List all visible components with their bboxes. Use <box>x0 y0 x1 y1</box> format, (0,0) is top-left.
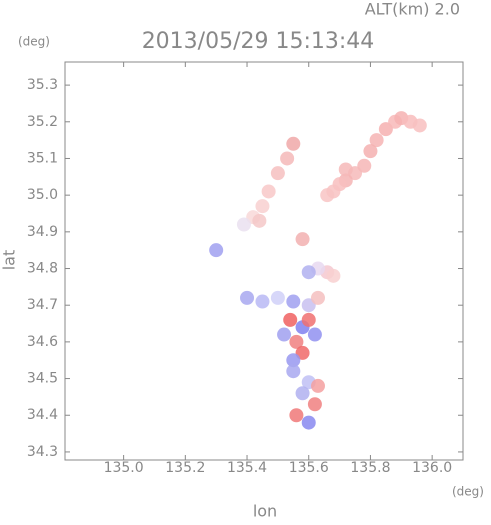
x-label: lon <box>253 502 277 521</box>
y-tick-label: 34.4 <box>27 407 58 423</box>
echo-cell <box>252 213 267 228</box>
x-tick-label: 136.0 <box>412 460 452 476</box>
chart-title: 2013/05/29 15:13:44 <box>142 29 375 54</box>
y-tick-label: 34.3 <box>27 444 58 460</box>
x-unit: (deg) <box>452 485 484 499</box>
echo-cell <box>369 133 384 148</box>
echo-cell <box>295 232 310 247</box>
echo-cell <box>307 397 322 412</box>
y-tick-label: 35.0 <box>27 187 58 203</box>
y-tick-label: 34.6 <box>27 334 58 350</box>
echo-cell <box>310 290 325 305</box>
echo-cell <box>338 162 353 177</box>
echo-cell <box>289 408 304 423</box>
echo-cell <box>270 166 285 181</box>
echo-cell <box>277 327 292 342</box>
echo-cell <box>289 334 304 349</box>
echo-cell <box>310 378 325 393</box>
echo-cell <box>209 243 224 258</box>
echo-cell <box>261 184 276 199</box>
echo-cell <box>326 268 341 283</box>
echo-cell <box>270 290 285 305</box>
y-tick-label: 35.2 <box>27 114 58 130</box>
echo-cell <box>255 199 270 214</box>
echo-cell <box>236 217 251 232</box>
y-unit: (deg) <box>18 35 50 49</box>
echo-cell <box>255 294 270 309</box>
echo-cell <box>286 364 301 379</box>
x-tick-label: 135.6 <box>289 460 329 476</box>
y-tick-label: 34.9 <box>27 224 58 240</box>
y-tick-label: 35.1 <box>27 150 58 166</box>
echo-cell <box>363 144 378 159</box>
echo-cell <box>301 312 316 327</box>
echo-cell <box>280 151 295 166</box>
echo-cell <box>301 265 316 280</box>
x-tick-label: 135.4 <box>227 460 267 476</box>
y-tick-label: 34.7 <box>27 297 58 313</box>
y-label: lat <box>0 250 19 271</box>
echo-cell <box>286 353 301 368</box>
echo-cell <box>307 327 322 342</box>
plot-frame <box>64 61 464 461</box>
echo-cell <box>286 136 301 151</box>
echo-cell <box>301 415 316 430</box>
x-tick-label: 135.0 <box>104 460 144 476</box>
echo-cell <box>240 290 255 305</box>
echo-cell <box>320 188 335 203</box>
y-tick-label: 35.3 <box>27 77 58 93</box>
echo-cell <box>283 312 298 327</box>
y-tick-label: 34.8 <box>27 261 58 277</box>
y-tick-label: 34.5 <box>27 371 58 387</box>
echo-cell <box>295 386 310 401</box>
annotation: ALT(km) 2.0 <box>365 0 460 19</box>
x-tick-label: 135.2 <box>165 460 205 476</box>
echo-cell <box>286 294 301 309</box>
x-tick-label: 135.8 <box>350 460 390 476</box>
echo-cell <box>412 118 427 133</box>
